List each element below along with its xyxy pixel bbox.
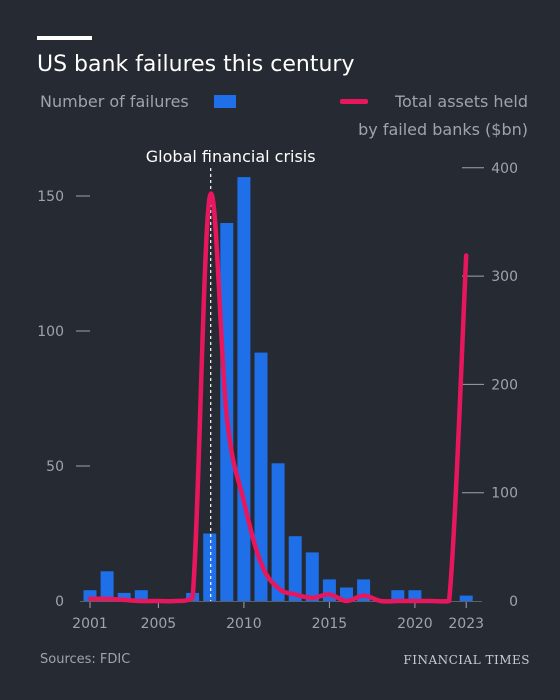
y-right-tick-label: 400 [491,161,518,177]
bar [254,352,268,601]
y-right-tick-label: 300 [491,269,518,285]
x-tick-label: 2010 [226,616,262,632]
legend-line-label-1: Total assets held [394,92,528,111]
legend-bars-label: Number of failures [40,92,189,111]
annotation-label: Global financial crisis [146,147,316,166]
bar [408,590,422,601]
x-tick-label: 2001 [72,616,108,632]
bar [237,177,251,601]
y-right-tick-label: 200 [491,377,518,393]
y-left-tick-label: 0 [55,594,64,610]
bar [117,592,131,601]
publisher-logo: FINANCIAL TIMES [403,653,530,667]
assets-line [87,191,469,604]
x-tick-label: 2015 [312,616,348,632]
bar [203,533,217,601]
legend-line-swatch [340,99,368,104]
y-left-tick-label: 100 [37,324,64,340]
bar [391,590,405,601]
bar [459,595,473,601]
legend-line-label-2: by failed banks ($bn) [358,120,528,139]
bar [100,571,114,601]
y-right-tick-label: 0 [509,594,518,610]
bar [340,587,353,601]
source-note: Sources: FDIC [40,652,131,667]
bar [83,590,97,601]
bar [134,590,148,601]
bar [305,552,319,601]
header-rule [37,36,92,40]
x-tick-label: 2023 [448,616,484,632]
y-left-tick-label: 50 [46,459,64,475]
bar [288,536,302,601]
y-left-tick-label: 150 [37,189,64,205]
y-right-tick-label: 100 [491,486,518,502]
bar [271,463,285,601]
x-tick-label: 2020 [397,616,433,632]
chart-title: US bank failures this century [37,52,355,77]
x-tick-label: 2005 [141,616,177,632]
legend-bars-swatch [214,95,236,108]
